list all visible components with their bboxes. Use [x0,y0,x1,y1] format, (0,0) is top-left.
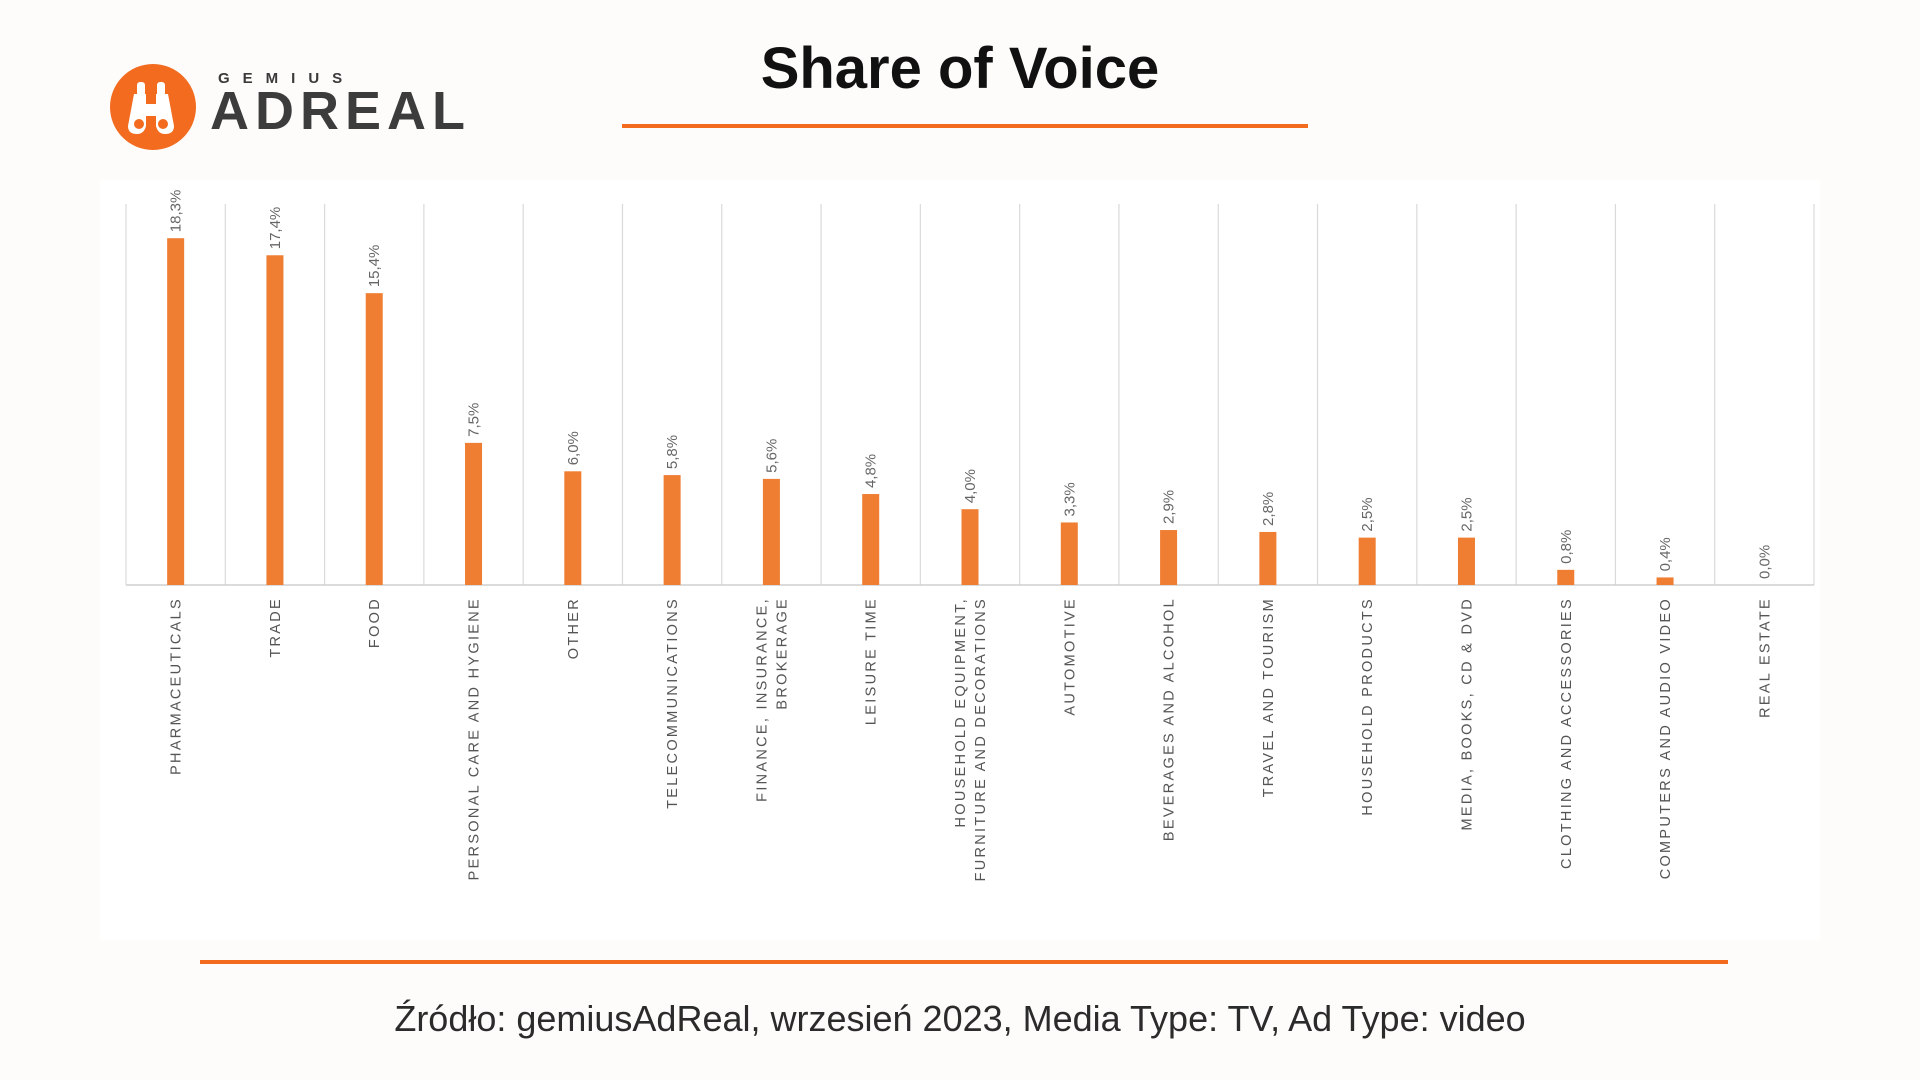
source-note: Źródło: gemiusAdReal, wrzesień 2023, Med… [394,998,1526,1039]
brand-small-text: GEMIUS [218,70,356,87]
footer-divider [200,960,1728,964]
bar [1557,569,1575,585]
bar [961,509,979,585]
category-label: HOUSEHOLD EQUIPMENT, [953,597,969,828]
data-label: 2,5% [1359,497,1376,531]
data-label: 0,8% [1558,530,1575,564]
data-label: 7,5% [466,403,483,437]
category-label: COMPUTERS AND AUDIO VIDEO [1658,597,1674,879]
category-label: AUTOMOTIVE [1062,597,1078,716]
bar [365,293,383,585]
bar [1358,537,1376,585]
bar [1457,537,1475,585]
data-label: 5,6% [763,439,780,473]
category-label: TRAVEL AND TOURISM [1261,597,1277,797]
page-title: Share of Voice [760,36,1160,101]
category-label: LEISURE TIME [864,597,880,725]
category-label: FURNITURE AND DECORATIONS [973,597,989,881]
category-label: REAL ESTATE [1757,597,1773,718]
binoculars-icon [110,64,196,150]
category-label: MEDIA, BOOKS, CD & DVD [1459,597,1475,831]
data-label: 15,4% [366,245,383,288]
bar [167,238,185,585]
chart-panel: 18,3% PHARMACEUTICALS 17,4% TRADE 15,4% FOOD 7… [100,180,1820,940]
bar [1656,577,1674,585]
data-label: 6,0% [565,431,582,465]
category-label: FOOD [367,597,383,648]
data-label: 17,4% [267,207,284,250]
bar [266,255,284,585]
bar [1259,531,1277,585]
bar [465,442,483,585]
category-label: TELECOMMUNICATIONS [665,597,681,809]
category-label: PERSONAL CARE AND HYGIENE [467,597,483,880]
data-label: 18,3% [168,190,185,233]
category-label: OTHER [566,597,582,659]
data-label: 2,8% [1260,492,1277,526]
category-label: PHARMACEUTICALS [169,597,185,775]
data-label: 4,8% [863,454,880,488]
bar [1060,522,1078,585]
share-of-voice-chart: 18,3% PHARMACEUTICALS 17,4% TRADE 15,4% FOOD 7… [125,190,1815,881]
brand-name: ADREAL [210,81,471,141]
bar [663,475,681,585]
data-label: 3,3% [1061,482,1078,516]
category-label: BEVERAGES AND ALCOHOL [1162,597,1178,841]
data-label: 5,8% [664,435,681,469]
title-underline [622,124,1308,128]
data-label: 0,4% [1657,537,1674,571]
category-label: FINANCE, INSURANCE, [754,597,770,802]
data-label: 4,0% [962,469,979,503]
data-label: 2,5% [1458,497,1475,531]
bar [1160,530,1178,585]
category-label: BROKERAGE [774,597,790,710]
data-label: 0,0% [1756,545,1773,579]
data-label: 2,9% [1161,490,1178,524]
category-label: TRADE [268,597,284,658]
bar [762,478,780,585]
bar [564,471,582,585]
category-label: HOUSEHOLD PRODUCTS [1360,597,1376,816]
category-label: CLOTHING AND ACCESSORIES [1559,597,1575,869]
bar [862,494,880,585]
brand-logo: GEMIUS ADREAL [110,64,465,154]
